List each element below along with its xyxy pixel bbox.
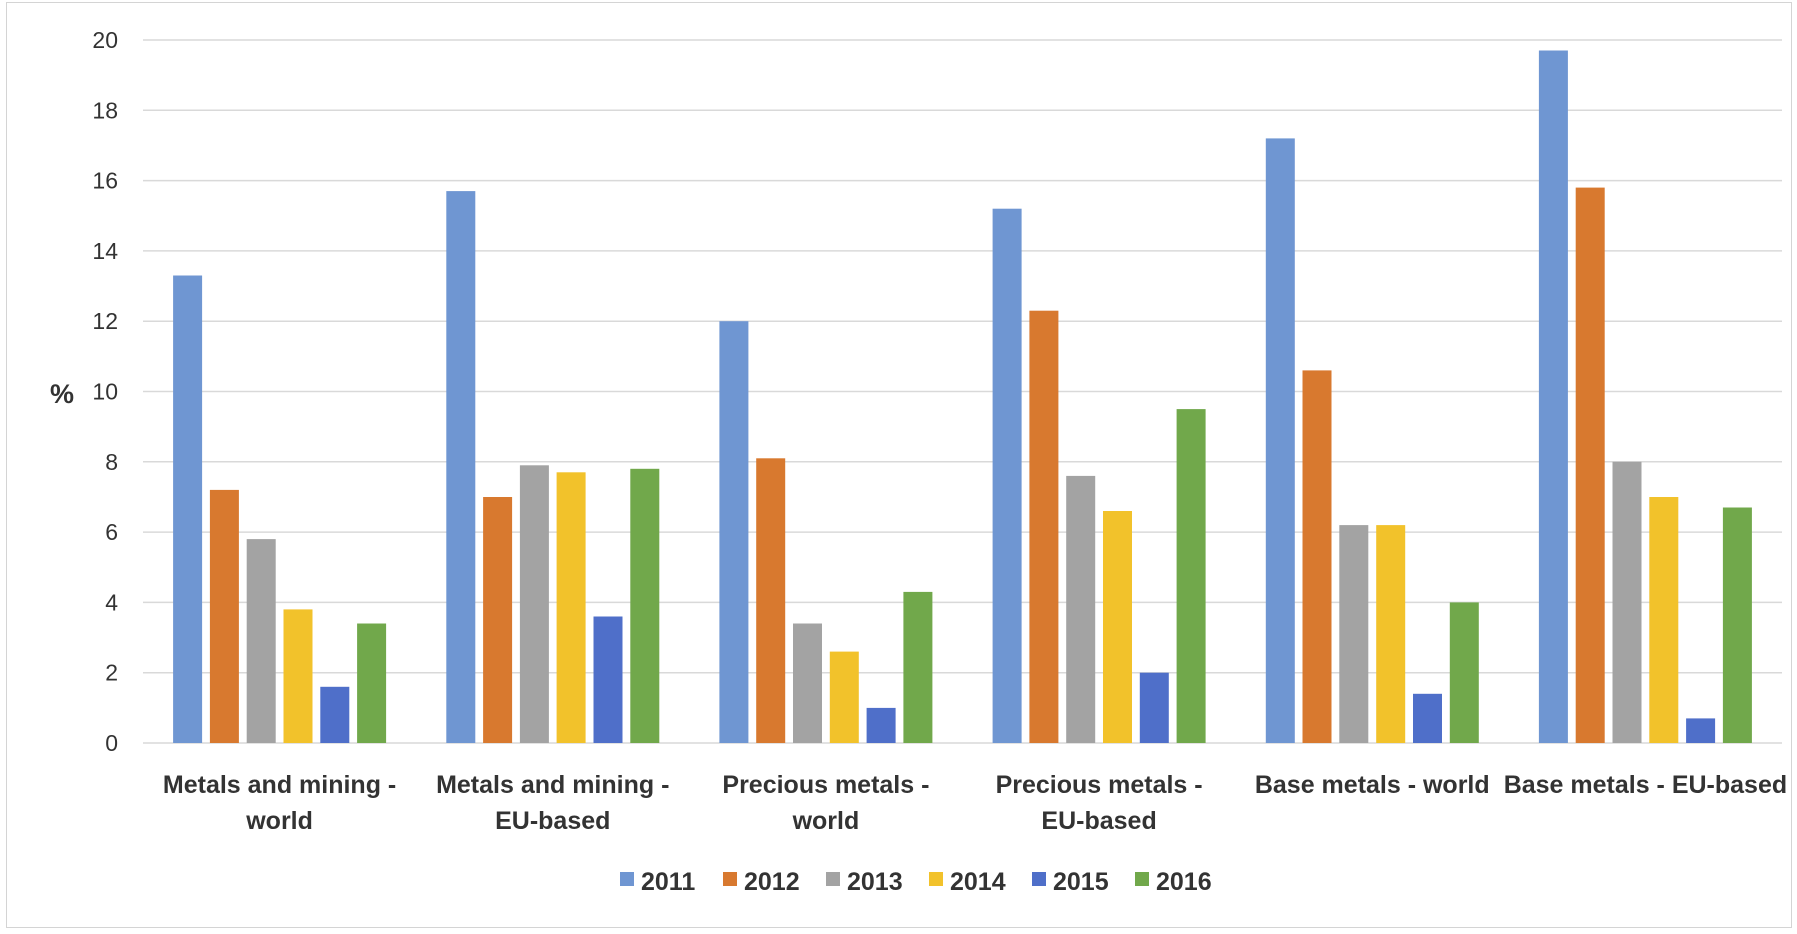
bar-2012-5	[1302, 370, 1332, 743]
bar-2011-2	[446, 191, 476, 744]
bar-2016-4	[1176, 409, 1206, 743]
bar-2014-1	[283, 609, 313, 743]
bar-2015-3	[866, 707, 896, 743]
y-tick-label: 4	[105, 589, 118, 615]
bar-2014-2	[556, 472, 586, 743]
x-category-label: Precious metals -world	[722, 771, 929, 835]
legend-label-2016: 2016	[1156, 868, 1212, 896]
y-tick-label: 14	[92, 238, 118, 264]
y-tick-label: 8	[105, 449, 118, 475]
bar-2013-2	[519, 465, 549, 743]
bar-2015-1	[320, 686, 350, 743]
bar-2012-6	[1575, 187, 1605, 744]
bar-2016-6	[1722, 507, 1752, 743]
bar-2012-3	[756, 458, 786, 743]
bars	[173, 50, 1752, 744]
y-tick-label: 12	[92, 308, 118, 334]
bar-2013-1	[246, 539, 276, 743]
bar-2016-1	[357, 623, 387, 743]
legend-swatch-2013	[826, 872, 840, 886]
bar-2015-4	[1139, 672, 1169, 743]
x-category-label: Base metals - world	[1255, 771, 1490, 799]
legend-label-2014: 2014	[950, 868, 1006, 896]
bar-2014-5	[1376, 525, 1406, 743]
bar-2016-5	[1449, 602, 1479, 743]
y-axis-title: %	[50, 379, 74, 409]
bar-2014-6	[1649, 497, 1679, 743]
x-category-label: Precious metals -EU-based	[996, 771, 1203, 835]
chart-frame	[6, 2, 1792, 928]
bar-2011-1	[173, 275, 203, 743]
legend-swatch-2011	[620, 872, 634, 886]
legend-label-2011: 2011	[641, 868, 695, 896]
legend: 2011 2012 2013 2014 2015 2016	[620, 868, 1212, 896]
legend-swatch-2012	[723, 872, 737, 886]
y-axis-ticks: 0 2 4 6 8 10 12 14 16 18 20	[92, 27, 118, 756]
bar-2012-1	[209, 489, 239, 743]
legend-label-2012: 2012	[744, 868, 800, 896]
bar-2015-2	[593, 616, 623, 743]
bar-2016-3	[903, 591, 933, 743]
bar-2014-3	[829, 651, 859, 743]
y-tick-label: 18	[92, 97, 118, 123]
y-tick-label: 2	[105, 660, 118, 686]
y-tick-label: 0	[105, 730, 118, 756]
y-tick-label: 6	[105, 519, 118, 545]
bar-2014-4	[1103, 511, 1132, 743]
bar-2015-6	[1686, 718, 1716, 743]
y-tick-label: 20	[92, 27, 118, 53]
gridlines	[143, 39, 1782, 744]
bar-2013-4	[1066, 475, 1096, 743]
bar-2015-5	[1413, 693, 1442, 743]
x-category-label: Base metals - EU-based	[1504, 771, 1787, 799]
bar-2016-2	[630, 468, 660, 743]
bar-2012-4	[1029, 310, 1059, 743]
legend-label-2013: 2013	[847, 868, 903, 896]
bar-2011-3	[719, 321, 749, 743]
x-category-label: Metals and mining -world	[163, 771, 396, 835]
x-axis-labels: Metals and mining -world Metals and minin…	[163, 771, 1787, 835]
bar-2013-5	[1339, 525, 1369, 743]
legend-label-2015: 2015	[1053, 868, 1109, 896]
bar-2013-3	[793, 623, 822, 743]
legend-swatch-2014	[929, 872, 943, 886]
x-category-label: Metals and mining -EU-based	[436, 771, 669, 835]
bar-2011-6	[1538, 50, 1568, 743]
bar-2011-4	[992, 208, 1022, 743]
bar-2011-5	[1265, 138, 1295, 743]
legend-swatch-2015	[1032, 872, 1046, 886]
bar-2013-6	[1612, 461, 1642, 743]
y-tick-label: 10	[92, 379, 118, 405]
bar-2012-2	[483, 497, 513, 743]
y-tick-label: 16	[92, 168, 118, 194]
legend-swatch-2016	[1135, 872, 1149, 886]
